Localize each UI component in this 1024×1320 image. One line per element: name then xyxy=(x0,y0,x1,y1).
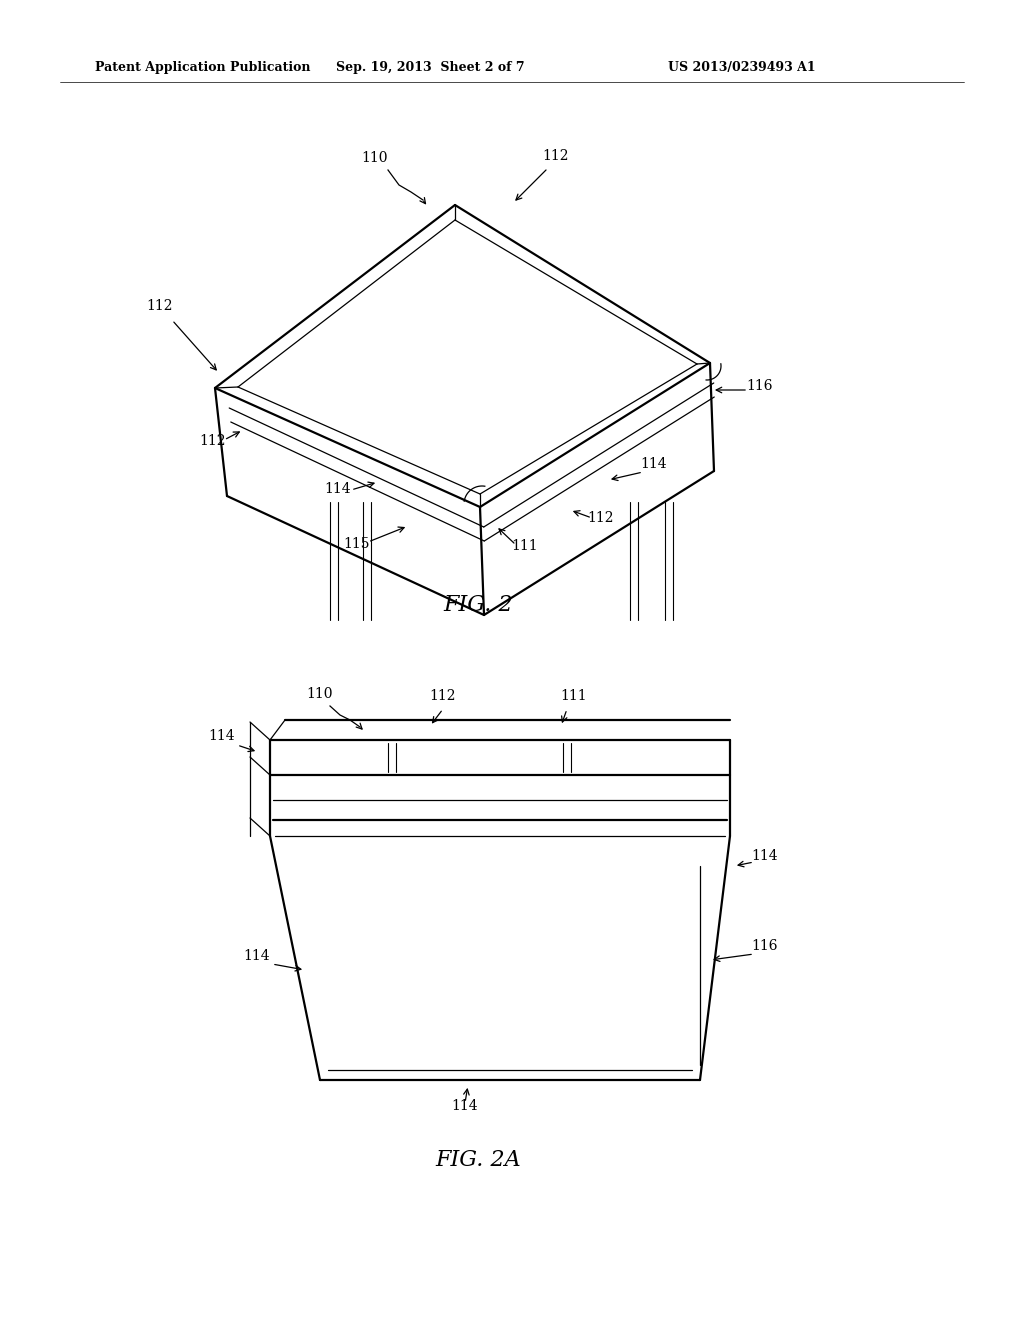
Text: 112: 112 xyxy=(146,300,173,313)
Text: 111: 111 xyxy=(561,689,588,704)
Text: 114: 114 xyxy=(452,1100,478,1113)
Text: 110: 110 xyxy=(361,150,388,165)
Text: 116: 116 xyxy=(746,379,773,393)
Text: 114: 114 xyxy=(641,457,668,471)
Text: US 2013/0239493 A1: US 2013/0239493 A1 xyxy=(668,62,816,74)
Text: 112: 112 xyxy=(543,149,569,162)
Text: 114: 114 xyxy=(325,482,351,496)
Text: 116: 116 xyxy=(752,939,778,953)
Text: 114: 114 xyxy=(209,729,236,743)
Text: FIG. 2A: FIG. 2A xyxy=(435,1148,521,1171)
Text: Patent Application Publication: Patent Application Publication xyxy=(95,62,310,74)
Text: 112: 112 xyxy=(588,511,614,525)
Text: 112: 112 xyxy=(430,689,457,704)
Text: 115: 115 xyxy=(344,537,371,550)
Text: 114: 114 xyxy=(752,849,778,863)
Text: FIG. 2: FIG. 2 xyxy=(443,594,513,616)
Text: 114: 114 xyxy=(244,949,270,964)
Text: 110: 110 xyxy=(307,686,333,701)
Text: 111: 111 xyxy=(512,539,539,553)
Text: Sep. 19, 2013  Sheet 2 of 7: Sep. 19, 2013 Sheet 2 of 7 xyxy=(336,62,524,74)
Text: 112: 112 xyxy=(200,434,226,447)
